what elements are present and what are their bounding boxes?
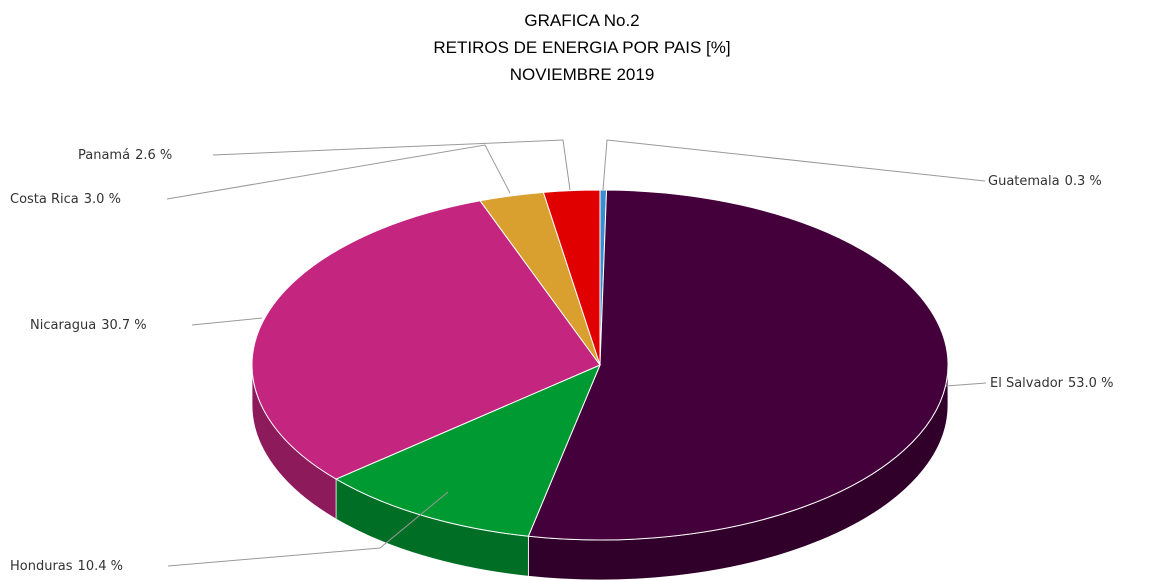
chart-title: RETIROS DE ENERGIA POR PAIS [%] <box>433 38 730 57</box>
slice <box>542 189 601 366</box>
label-category: Guatemala <box>988 174 1060 189</box>
slice <box>251 200 601 480</box>
label-value: 53.0 % <box>1068 376 1113 391</box>
data-label: Nicaragua 30.7 % <box>30 318 147 333</box>
leader-line <box>191 317 263 326</box>
label-value: 10.4 % <box>78 559 123 574</box>
leader-line <box>166 144 511 200</box>
data-label: Honduras 10.4 % <box>10 559 123 574</box>
label-value: 30.7 % <box>101 318 146 333</box>
slice <box>334 364 601 537</box>
leader-line <box>602 139 986 191</box>
label-value: 3.0 % <box>84 192 121 207</box>
label-category: Panamá <box>78 148 130 163</box>
leader-line <box>167 491 449 567</box>
label-category: Costa Rica <box>10 192 79 207</box>
data-label: El Salvador 53.0 % <box>990 376 1113 391</box>
label-value: 2.6 % <box>135 148 172 163</box>
chart-title: NOVIEMBRE 2019 <box>510 65 655 84</box>
label-category: El Salvador <box>990 376 1064 391</box>
leader-line <box>945 382 987 387</box>
label-category: Honduras <box>10 559 73 574</box>
data-label: Panamá 2.6 % <box>78 148 172 163</box>
chart-title: GRAFICA No.2 <box>524 11 639 30</box>
slice <box>527 189 949 541</box>
data-label: Costa Rica 3.0 % <box>10 192 121 207</box>
label-value: 0.3 % <box>1065 174 1102 189</box>
data-label: Guatemala 0.3 % <box>988 174 1102 189</box>
leader-line <box>212 139 571 191</box>
label-category: Nicaragua <box>30 318 96 333</box>
